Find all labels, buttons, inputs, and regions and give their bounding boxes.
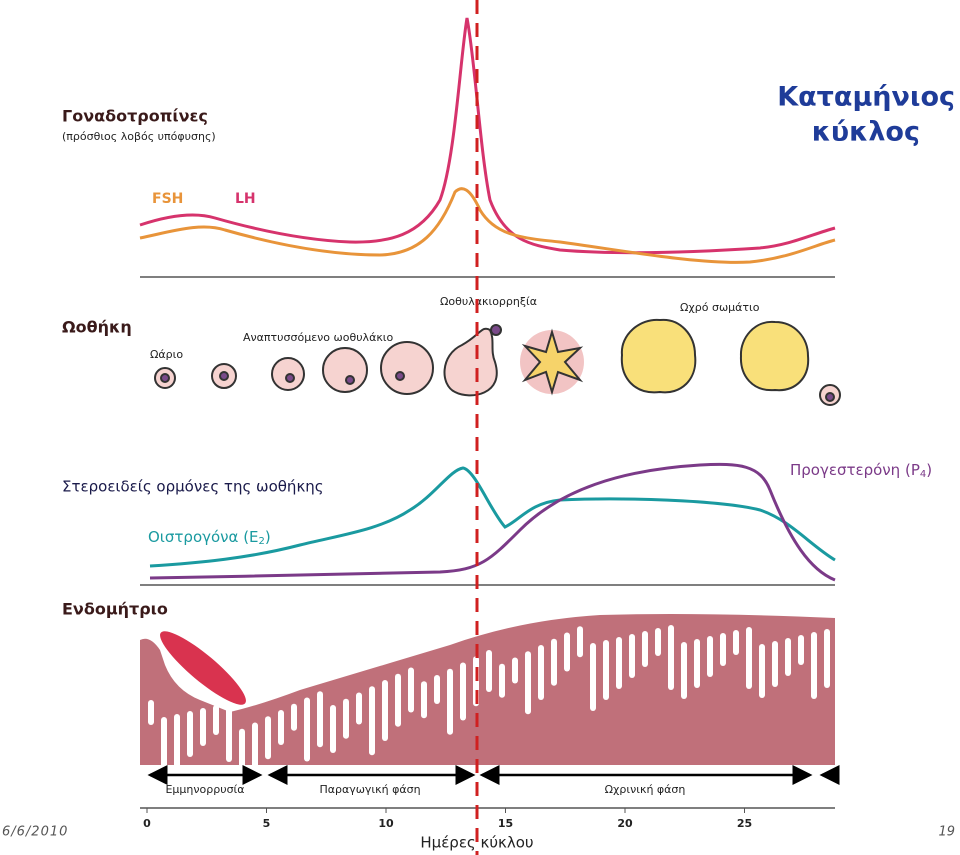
- gland: [226, 702, 232, 762]
- tick-label: 25: [737, 817, 752, 830]
- gland: [278, 710, 284, 745]
- section-label: Ωοθήκη: [62, 318, 132, 337]
- gland: [239, 728, 245, 779]
- estrogen-label: Οιστρογόνα (E2): [148, 528, 271, 548]
- gland: [642, 631, 648, 667]
- gland: [564, 632, 570, 672]
- phase-label: Εμμηνορρυσία: [165, 783, 244, 796]
- tick-label: 5: [263, 817, 271, 830]
- gland: [551, 638, 557, 686]
- gland: [304, 697, 310, 762]
- gland: [382, 680, 388, 741]
- progesterone-label: Προγεστερόνη (P4): [790, 461, 932, 481]
- gland: [824, 629, 830, 688]
- gland: [395, 673, 401, 727]
- fsh-curve: [139, 187, 836, 264]
- gland: [174, 714, 180, 768]
- follicles: [154, 318, 841, 406]
- gland: [772, 641, 778, 687]
- gland: [603, 640, 609, 700]
- gland: [590, 643, 596, 711]
- gland: [356, 692, 362, 725]
- gland: [668, 625, 674, 690]
- day-ticks: 0 5 10 15 20 25: [143, 808, 752, 830]
- gland: [148, 700, 154, 725]
- lh-curve: [139, 17, 836, 255]
- gland: [538, 645, 544, 700]
- label-part: ): [926, 461, 932, 479]
- gland: [447, 668, 453, 735]
- stage-label: Ωάριο: [150, 348, 183, 361]
- menstrual-flow: [160, 631, 246, 705]
- stage-label: Αναπτυσσόμενο ωοθυλάκιο: [243, 331, 394, 344]
- section-label: Ενδομήτριο: [62, 600, 168, 619]
- gland: [811, 632, 817, 699]
- label-part: Οιστρογόνα (E: [148, 528, 259, 546]
- tick-label: 20: [617, 817, 633, 830]
- stage-label: Ωοθυλακιορρηξία: [440, 295, 537, 308]
- gland: [759, 644, 765, 698]
- gland: [577, 626, 583, 658]
- stage-label: Ωχρό σωμάτιο: [680, 301, 760, 314]
- legend-lh: LH: [235, 191, 256, 207]
- gland: [733, 630, 739, 655]
- gland: [525, 651, 531, 715]
- gland: [252, 722, 258, 774]
- gland: [369, 686, 375, 756]
- gland: [317, 691, 323, 748]
- gland: [421, 681, 427, 719]
- gland: [486, 650, 492, 692]
- label-part: Προγεστερόνη (P: [790, 461, 920, 479]
- section-label: Γοναδοτροπίνες: [62, 107, 208, 126]
- gland: [187, 711, 193, 757]
- gland: [200, 708, 206, 746]
- gland: [720, 633, 726, 666]
- phase-label: Παραγωγική φάση: [319, 783, 420, 796]
- gland: [460, 662, 466, 721]
- gland: [499, 663, 505, 698]
- gland: [343, 698, 349, 739]
- phase-label: Ωχρινική φάση: [605, 783, 686, 796]
- tick-label: 0: [143, 817, 151, 830]
- endometrium-tissue: [140, 614, 835, 779]
- gland: [616, 637, 622, 689]
- gland: [694, 639, 700, 688]
- gland: [291, 703, 297, 731]
- title-line: κύκλος: [812, 117, 920, 148]
- footer-page: 19: [938, 825, 955, 840]
- gland: [330, 705, 336, 753]
- gland: [681, 642, 687, 699]
- label-part: ): [265, 528, 271, 546]
- progesterone-curve: [149, 462, 836, 582]
- footer-date: 6/6/2010: [2, 825, 68, 840]
- gland: [408, 667, 414, 713]
- section-label: Στεροειδείς ορμόνες της ωοθήκης: [62, 478, 324, 496]
- gland: [512, 657, 518, 684]
- gland: [629, 634, 635, 678]
- legend-fsh: FSH: [152, 191, 183, 207]
- tick-label: 15: [498, 817, 513, 830]
- estrogen-curve: [149, 466, 836, 568]
- section-sublabel: (πρόσθιος λοβός υπόφυσης): [62, 130, 216, 143]
- gland: [785, 638, 791, 676]
- gland: [265, 716, 271, 760]
- axis-label: Ημέρες κύκλου: [420, 834, 533, 852]
- gland: [655, 628, 661, 656]
- gland: [161, 717, 167, 777]
- label-sub: 2: [259, 536, 265, 547]
- gland: [746, 627, 752, 689]
- gland: [798, 635, 804, 665]
- gland: [213, 705, 219, 735]
- gland: [434, 675, 440, 704]
- label-sub: 4: [920, 469, 926, 480]
- gland: [707, 636, 713, 677]
- title-line: Καταμήνιος: [777, 82, 955, 113]
- tick-label: 10: [378, 817, 394, 830]
